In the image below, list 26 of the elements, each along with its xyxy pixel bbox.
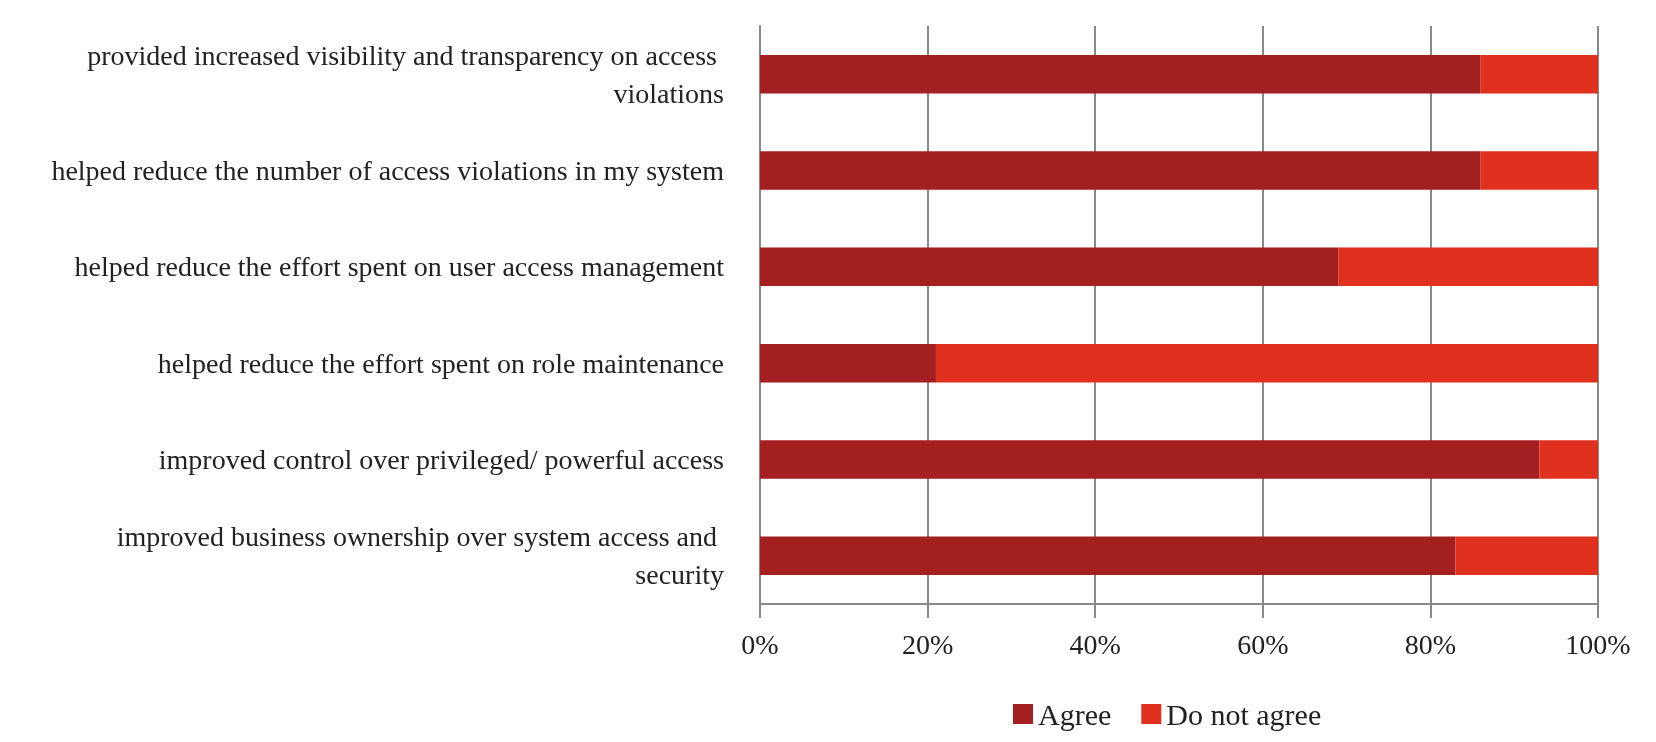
x-tick-label: 100% [1565,628,1631,660]
y-tick-label: helped reduce the effort spent on role maintenance [157,347,724,379]
bar [760,247,1339,287]
legend-label: Agree [1038,697,1112,731]
x-tick-label: 20% [901,628,954,660]
bar [1480,54,1598,94]
bar [1338,247,1598,287]
x-tick-label: 0% [741,628,779,660]
x-tick-label: 40% [1069,628,1121,660]
y-tick-label: helped reduce the number of access violations in my system [51,155,725,186]
bar [1455,536,1598,576]
bar [935,343,1598,383]
y-tick-label: improved business ownership over system access and security [116,521,724,591]
bar [760,343,936,383]
y-tick-label: improved control over privileged/ powerful access [158,444,724,475]
x-tick-label: 80% [1404,628,1457,660]
bar [1539,440,1598,479]
x-tick-label: 60% [1237,628,1289,660]
bar [760,54,1481,94]
bar [1480,151,1598,190]
legend-label: Do not agree [1166,697,1322,731]
y-tick-label: provided increased visibility and transparency on access violations [87,39,724,109]
bar [760,440,1540,479]
bar [760,536,1456,576]
bar [760,151,1481,190]
y-tick-label: helped reduce the effort spent on user access management [74,251,725,283]
